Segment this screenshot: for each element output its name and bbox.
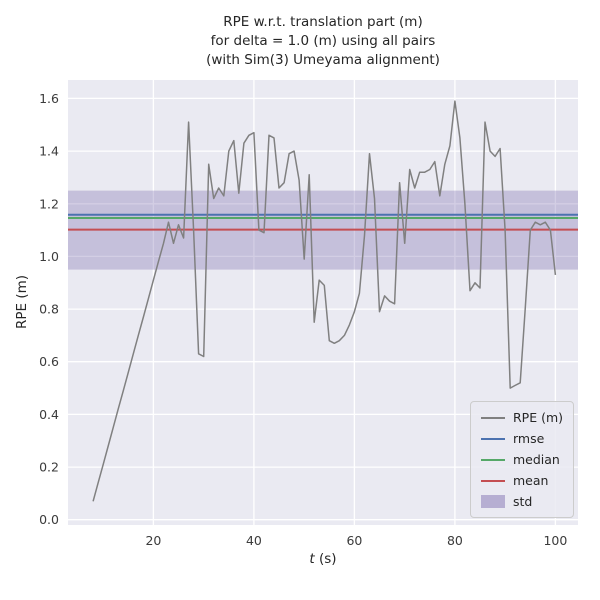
- legend-entry-rmse: rmse: [480, 431, 563, 446]
- x-tick-label: 80: [447, 533, 463, 548]
- legend-label: RPE (m): [512, 410, 563, 425]
- legend-entry-rpem: RPE (m): [480, 410, 563, 425]
- legend-line-sample: [480, 437, 505, 440]
- legend-label: std: [512, 494, 533, 509]
- x-tick-label: 40: [246, 533, 262, 548]
- legend-line-sample: [480, 458, 505, 461]
- y-tick-label: 1.0: [39, 249, 59, 264]
- legend-entry-median: median: [480, 452, 563, 467]
- x-tick-label: 60: [346, 533, 362, 548]
- y-tick-label: 1.2: [39, 196, 59, 211]
- y-tick-label: 1.6: [39, 91, 59, 106]
- rpe-series-line: [92, 100, 557, 502]
- y-tick-label: 0.6: [39, 354, 59, 369]
- legend-label: rmse: [512, 431, 545, 446]
- x-axis-label-unit: (s): [314, 551, 337, 567]
- legend-entry-std: std: [480, 494, 563, 509]
- legend-label: mean: [512, 473, 549, 488]
- legend-line-sample: [480, 416, 505, 419]
- legend-entry-mean: mean: [480, 473, 563, 488]
- y-tick-label: 0.2: [39, 460, 59, 475]
- x-axis-label-variable: t: [309, 551, 315, 567]
- chart-title-line-3: (with Sim(3) Umeyama alignment): [206, 52, 440, 68]
- x-tick-label: 100: [543, 533, 567, 548]
- y-tick-label: 0.8: [39, 302, 59, 317]
- legend: RPE (m) rmse median mean std: [469, 401, 574, 518]
- chart-title: RPE w.r.t. translation part (m) for delt…: [68, 13, 578, 70]
- legend-label: median: [512, 452, 560, 467]
- chart-title-line-2: for delta = 1.0 (m) using all pairs: [210, 33, 436, 49]
- y-tick-label: 0.4: [39, 407, 59, 422]
- legend-patch-sample: [480, 495, 505, 508]
- y-tick-label: 1.4: [39, 144, 59, 159]
- x-tick-label: 20: [145, 533, 161, 548]
- x-axis-label: t (s): [68, 551, 578, 567]
- chart-title-line-1: RPE w.r.t. translation part (m): [223, 14, 423, 30]
- legend-line-sample: [480, 479, 505, 482]
- y-tick-label: 0.0: [39, 512, 59, 527]
- y-axis-label: RPE (m): [14, 274, 30, 330]
